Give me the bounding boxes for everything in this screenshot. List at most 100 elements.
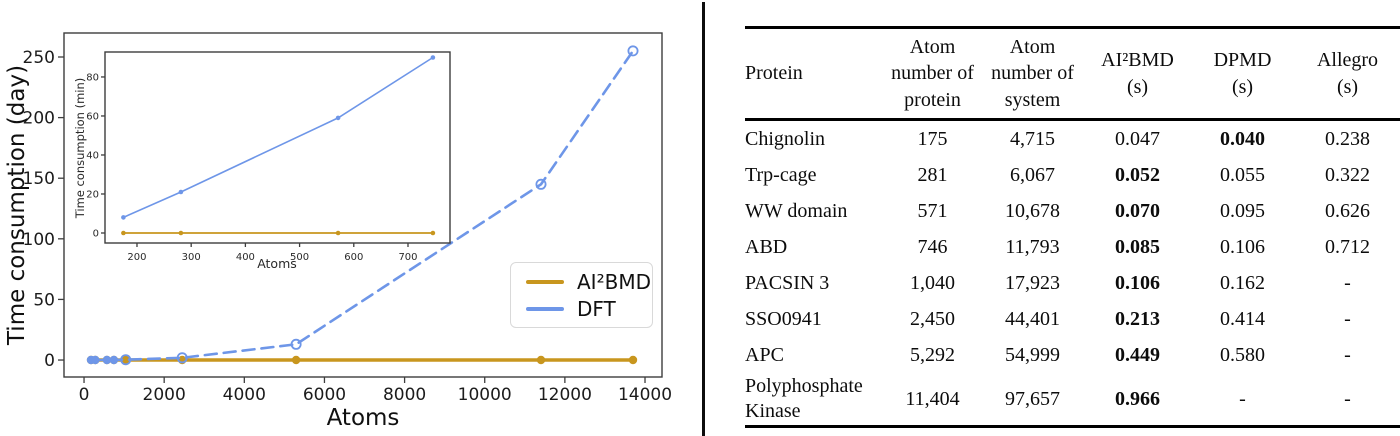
protein-cell: WW domain xyxy=(745,199,848,222)
protein_atoms-cell: 571 xyxy=(917,199,948,222)
system_atoms-cell: 17,923 xyxy=(1005,271,1060,294)
ai2bmd-legend-label: AI²BMD xyxy=(577,269,651,294)
system_atoms-cell: 6,067 xyxy=(1010,163,1055,186)
main-data-marker xyxy=(535,178,547,190)
table-body: Chignolin 175 4,715 0.047 0.040 0.238 Trp-cage… xyxy=(745,120,1400,427)
column-header-ai2bmd: AI²BMD (s) xyxy=(1101,49,1174,98)
system_atoms-cell: 97,657 xyxy=(1005,387,1060,410)
inset-y-tick-label: 40 xyxy=(86,150,99,161)
protein-cell: ABD xyxy=(745,235,788,258)
main-data-marker xyxy=(121,355,130,365)
protein_atoms-cell: 175 xyxy=(917,127,948,150)
system_atoms-cell: 54,999 xyxy=(1005,343,1060,366)
inset-y-tick-label: 0 xyxy=(93,228,99,239)
ai2bmd-cell: 0.449 xyxy=(1115,343,1160,366)
inset-data-marker xyxy=(121,215,126,220)
allegro-cell: 0.238 xyxy=(1325,127,1370,150)
column-header-dpmd: DPMD (s) xyxy=(1213,49,1272,98)
main-plot: 0 2000 4000 6000 8000 10000 12000 1400005010015… xyxy=(23,32,672,405)
allegro-cell: - xyxy=(1344,271,1351,294)
inset-data-marker xyxy=(178,189,184,195)
inset-y-tick-label: 80 xyxy=(86,72,99,83)
allegro-cell: - xyxy=(1344,307,1351,330)
main-plot-frame xyxy=(63,32,663,378)
main-x-tick-label: 12000 xyxy=(538,385,592,405)
time-scaling-chart: 0 2000 4000 6000 8000 10000 12000 14000 0 50 100 15… xyxy=(4,32,672,431)
dpmd-cell: 0.055 xyxy=(1220,163,1265,186)
protein-cell: PACSIN 3 xyxy=(745,271,830,294)
ai2bmd-cell: 0.047 xyxy=(1115,127,1160,150)
dpmd-cell: - xyxy=(1239,387,1246,410)
main-data-marker xyxy=(291,355,301,365)
system_atoms-cell: 44,401 xyxy=(1005,307,1060,330)
main-data-marker xyxy=(176,352,188,364)
table-row: APC 5,292 54,999 0.449 0.580 - xyxy=(745,337,1400,373)
inset-y-axis-label: Time consumption (min) xyxy=(73,78,87,220)
main-data-marker xyxy=(91,355,100,365)
y-axis-label: Time consumption (day) xyxy=(4,65,30,346)
protein_atoms-cell: 281 xyxy=(917,163,948,186)
table-header-row: Protein Atom number of protein Atom number… xyxy=(745,27,1400,120)
timing-table-panel: Protein Atom number of protein Atom number… xyxy=(745,26,1400,428)
table-row: WW domain 571 10,678 0.070 0.095 0.626 xyxy=(745,193,1400,229)
inset-x-tick-label: 200 xyxy=(127,252,146,263)
main-y-tick-label: 200 xyxy=(23,109,55,129)
chart-canvas: 0 2000 4000 6000 8000 10000 12000 1400005010015… xyxy=(4,32,672,431)
main-y-tick-label: 100 xyxy=(23,230,55,250)
dpmd-cell: 0.040 xyxy=(1220,127,1265,150)
dpmd-cell: 0.414 xyxy=(1220,307,1265,330)
ai2bmd-cell: 0.085 xyxy=(1115,235,1160,258)
allegro-cell: - xyxy=(1344,343,1351,366)
column-header-protein: Protein xyxy=(745,62,803,85)
legend-item-ai2bmd: AI²BMD xyxy=(511,272,652,292)
main-data-marker xyxy=(109,355,119,365)
inset-data-marker xyxy=(430,55,436,60)
main-data-marker xyxy=(120,354,132,366)
benchmark-table: Protein Atom number of protein Atom number… xyxy=(745,26,1400,428)
table-row: Chignolin 175 4,715 0.047 0.040 0.238 xyxy=(745,120,1400,158)
allegro-cell: 0.626 xyxy=(1325,199,1370,222)
dpmd-cell: 0.580 xyxy=(1220,343,1265,366)
table-row: PACSIN 3 1,040 17,923 0.106 0.162 - xyxy=(745,265,1400,301)
main-y-tick-label: 0 xyxy=(44,351,55,371)
ai2bmd-cell: 0.070 xyxy=(1115,199,1160,222)
panel-divider xyxy=(702,2,705,436)
protein_atoms-cell: 5,292 xyxy=(910,343,955,366)
table-row: Polyphosphate Kinase 11,404 97,657 0.966 - - xyxy=(745,373,1400,427)
inset-x-tick-label: 400 xyxy=(236,252,255,263)
inset-data-marker xyxy=(121,230,126,236)
inset-x-tick-label: 700 xyxy=(398,252,417,263)
main-data-marker xyxy=(536,355,546,365)
legend-item-dft: DFT xyxy=(511,299,652,319)
ai2bmd-cell: 0.966 xyxy=(1115,387,1160,410)
inset-y-tick-label: 60 xyxy=(86,111,99,122)
inset-data-marker xyxy=(430,230,436,236)
system_atoms-cell: 10,678 xyxy=(1005,199,1060,222)
ai2bmd-cell: 0.106 xyxy=(1115,271,1160,294)
dpmd-cell: 0.095 xyxy=(1220,199,1265,222)
protein_atoms-cell: 11,404 xyxy=(905,387,960,410)
dpmd-cell: 0.162 xyxy=(1220,271,1265,294)
protein_atoms-cell: 2,450 xyxy=(910,307,955,330)
main-x-tick-label: 8000 xyxy=(383,385,426,405)
main-y-tick-label: 150 xyxy=(23,169,55,189)
main-x-tick-label: 2000 xyxy=(143,385,186,405)
inset-x-axis-label: Atoms xyxy=(257,256,297,271)
dft-legend-label: DFT xyxy=(577,296,616,321)
table-row: SSO0941 2,450 44,401 0.213 0.414 - xyxy=(745,301,1400,337)
main-x-tick-label: 14000 xyxy=(618,385,672,405)
column-header-protein_atoms: Atom number of protein xyxy=(891,36,974,111)
protein-cell: APC xyxy=(745,343,784,366)
dft-line-swatch xyxy=(526,306,564,311)
inset-data-marker xyxy=(335,115,341,121)
main-data-marker xyxy=(627,45,639,57)
protein-cell: Trp-cage xyxy=(745,163,817,186)
table-row: ABD 746 11,793 0.085 0.106 0.712 xyxy=(745,229,1400,265)
protein_atoms-cell: 1,040 xyxy=(910,271,955,294)
inset-data-marker xyxy=(335,230,341,236)
inset-y-tick-label: 20 xyxy=(86,189,99,200)
main-data-marker xyxy=(102,355,112,365)
chart-legend: AI²BMD DFT xyxy=(510,262,653,328)
inset-plot: 200 300 400 500 600 700 0 20 40 60 80 xyxy=(86,51,451,263)
